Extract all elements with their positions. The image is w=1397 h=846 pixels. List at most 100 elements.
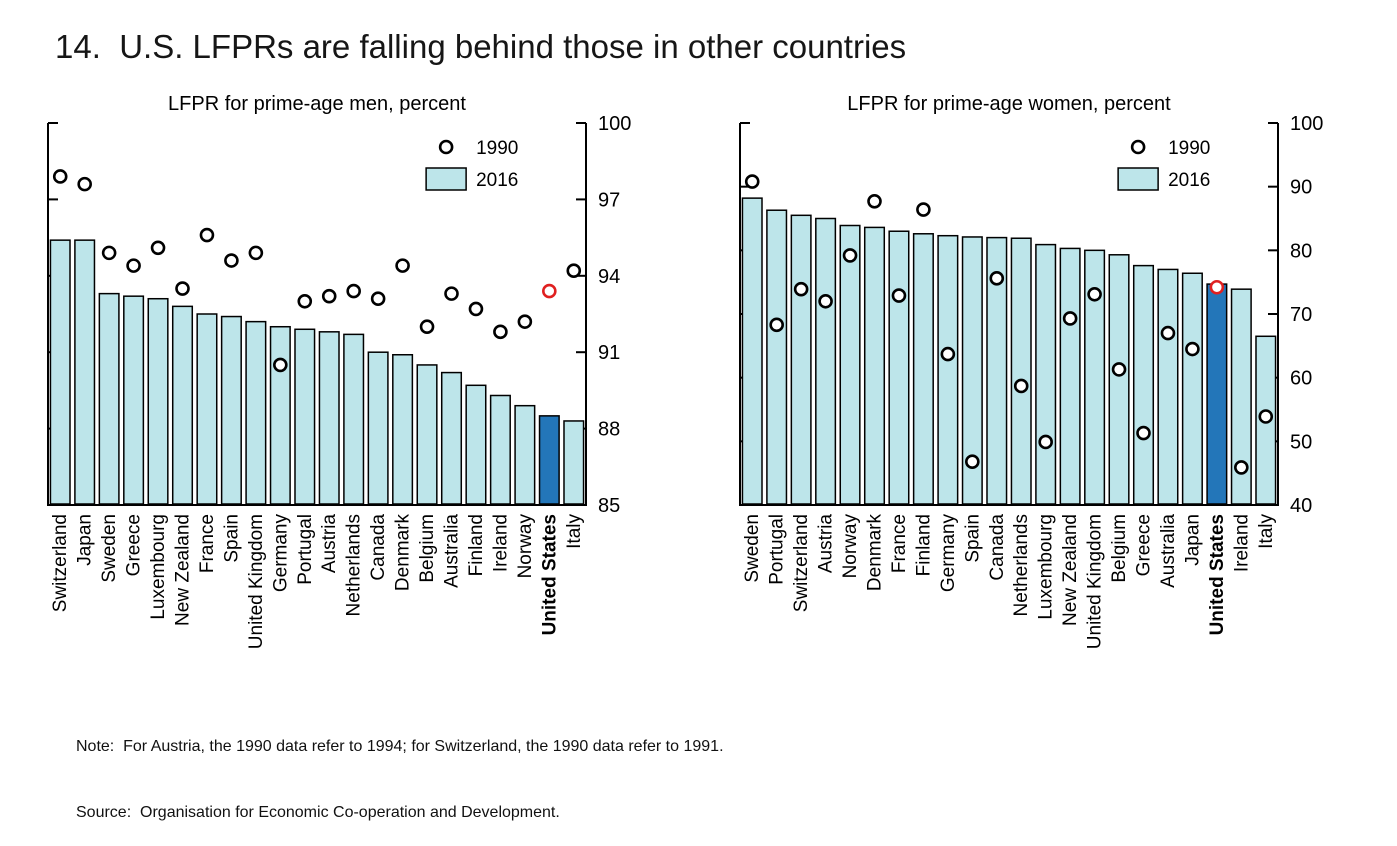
bar-united-kingdom xyxy=(245,320,267,505)
y-tick-label: 40 xyxy=(1290,495,1312,517)
dot-united-kingdom xyxy=(1087,286,1102,302)
dot-sweden xyxy=(101,245,117,261)
bar-new-zealand xyxy=(171,305,194,505)
legend-circle-marker xyxy=(1130,139,1146,155)
x-axis-label-switzerland: Switzerland xyxy=(791,514,812,612)
x-axis-label-united-states: United States xyxy=(1207,514,1228,635)
dot-united-states xyxy=(542,283,557,299)
x-axis-label-italy: Italy xyxy=(1256,514,1277,549)
dot-portugal xyxy=(297,293,313,309)
dot-luxembourg xyxy=(150,240,166,256)
bar-switzerland xyxy=(790,214,812,505)
x-axis-label-australia: Australia xyxy=(1158,514,1179,588)
x-axis-label-denmark: Denmark xyxy=(865,514,886,592)
dot-germany xyxy=(940,346,956,362)
x-axis-label-denmark: Denmark xyxy=(393,514,414,592)
y-tick-label: 85 xyxy=(598,495,620,517)
bar-new-zealand xyxy=(1059,247,1081,505)
dot-france xyxy=(891,288,907,303)
dot-greece xyxy=(126,258,141,273)
dot-switzerland xyxy=(793,281,809,297)
dot-norway xyxy=(842,248,858,263)
panel-title: LFPR for prime-age women, percent xyxy=(847,93,1171,115)
bar-netherlands xyxy=(1010,237,1032,505)
dot-netherlands xyxy=(1013,378,1029,394)
x-axis-label-japan: Japan xyxy=(1182,514,1203,566)
x-axis-label-ireland: Ireland xyxy=(1231,514,1252,572)
bar-australia xyxy=(1157,268,1179,505)
bar-switzerland xyxy=(49,239,71,505)
x-axis-label-sweden: Sweden xyxy=(742,514,763,583)
dot-switzerland xyxy=(52,169,68,184)
x-axis-label-united-kingdom: United Kingdom xyxy=(1085,514,1106,649)
x-axis-label-united-kingdom: United Kingdom xyxy=(246,514,267,649)
x-axis-label-netherlands: Netherlands xyxy=(344,514,365,616)
y-tick-label: 50 xyxy=(1290,431,1312,453)
bar-germany xyxy=(937,234,959,505)
dot-spain xyxy=(965,454,980,470)
legend-circle-label: 1990 xyxy=(1168,138,1210,159)
y-tick-label: 91 xyxy=(598,342,620,364)
bar-denmark xyxy=(863,226,886,505)
x-axis-label-spain: Spain xyxy=(221,514,242,563)
dot-belgium xyxy=(1111,362,1127,377)
x-axis-label-belgium: Belgium xyxy=(1109,514,1130,583)
note-line: Note: For Austria, the 1990 data refer t… xyxy=(76,738,724,755)
y-tick-label: 88 xyxy=(598,419,620,441)
dot-luxembourg xyxy=(1038,434,1053,450)
y-tick-label: 60 xyxy=(1290,368,1312,390)
dot-france xyxy=(199,227,215,243)
legend-circle-marker xyxy=(438,139,454,155)
y-tick-label: 90 xyxy=(1290,177,1312,199)
bar-france xyxy=(888,230,910,505)
dot-finland xyxy=(468,301,484,317)
panel-title: LFPR for prime-age men, percent xyxy=(168,93,466,115)
bar-norway xyxy=(839,224,861,505)
dot-australia xyxy=(1160,325,1176,341)
bar-luxembourg xyxy=(147,297,169,505)
x-axis-label-austria: Austria xyxy=(319,514,340,574)
dot-portugal xyxy=(769,317,784,333)
x-axis-label-new-zealand: New Zealand xyxy=(173,514,194,626)
x-axis-label-greece: Greece xyxy=(124,514,145,576)
chart-prime-age-men: LFPR for prime-age men, percent 85 88 91 94 9… xyxy=(47,93,631,649)
bar-portugal xyxy=(766,209,788,505)
legend-bar-swatch xyxy=(1117,167,1159,191)
dot-new-zealand xyxy=(1062,311,1078,326)
dot-spain xyxy=(224,253,239,268)
dot-australia xyxy=(444,286,459,301)
dot-ireland xyxy=(1234,460,1249,475)
dot-denmark xyxy=(395,258,410,273)
bar-canada xyxy=(986,236,1008,505)
x-axis-label-france: France xyxy=(197,514,218,573)
dot-belgium xyxy=(419,319,435,335)
x-axis-label-japan: Japan xyxy=(75,514,96,566)
dot-ireland xyxy=(493,324,508,340)
bar-japan xyxy=(74,239,96,505)
dot-canada xyxy=(370,291,386,307)
y-tick-label: 70 xyxy=(1290,304,1312,326)
bar-luxembourg xyxy=(1035,243,1057,505)
dot-united-states xyxy=(1209,279,1225,295)
x-axis-label-luxembourg: Luxembourg xyxy=(1036,514,1057,620)
bar-denmark xyxy=(392,353,414,505)
x-axis-label-canada: Canada xyxy=(368,514,389,581)
x-axis-label-portugal: Portugal xyxy=(767,514,788,585)
bar-austria xyxy=(318,331,340,505)
dot-greece xyxy=(1136,425,1151,441)
x-axis-label-germany: Germany xyxy=(938,514,959,593)
legend-circle-label: 1990 xyxy=(476,138,518,159)
slide-title: 14. U.S. LFPRs are falling behind those … xyxy=(55,28,907,65)
bar-finland xyxy=(465,384,487,505)
dot-new-zealand xyxy=(175,281,190,296)
dot-japan xyxy=(77,176,92,192)
x-axis-label-sweden: Sweden xyxy=(99,514,120,583)
x-axis-label-italy: Italy xyxy=(564,514,585,549)
x-axis-label-finland: Finland xyxy=(466,514,487,576)
bar-ireland xyxy=(489,394,511,505)
x-axis-label-switzerland: Switzerland xyxy=(50,514,71,612)
bar-sweden xyxy=(98,292,120,505)
x-axis-label-germany: Germany xyxy=(270,514,291,593)
bar-netherlands xyxy=(343,333,365,505)
x-axis-label-norway: Norway xyxy=(840,514,861,579)
